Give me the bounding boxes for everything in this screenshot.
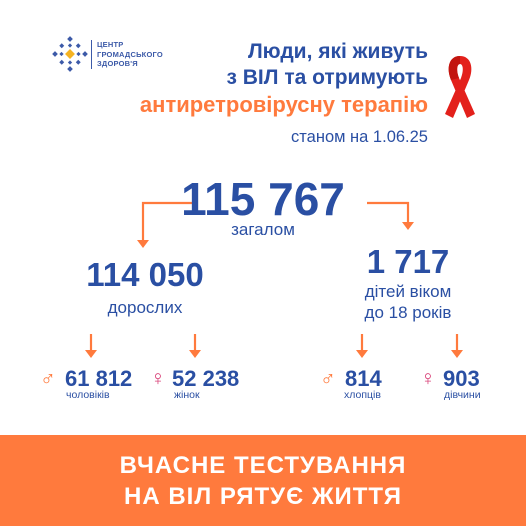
title-line-2: з ВІЛ та отримують — [226, 66, 428, 89]
red-ribbon-icon — [445, 56, 475, 118]
men-value: 61 812 — [65, 366, 133, 391]
logo-line: ЗДОРОВ'Я — [97, 59, 138, 68]
girls-label: дівчини — [444, 389, 481, 401]
female-icon: ♀ — [150, 367, 166, 390]
adults-label: дорослих — [107, 298, 183, 317]
boys-label: хлопців — [344, 389, 381, 401]
logo — [52, 36, 88, 72]
banner-line-1: ВЧАСНЕ ТЕСТУВАННЯ — [119, 452, 407, 479]
logo-line: ГРОМАДСЬКОГО — [97, 49, 163, 59]
men-label: чоловіків — [66, 389, 110, 401]
women-label: жінок — [174, 389, 200, 401]
children-value: 1 717 — [366, 243, 450, 280]
logo-line: ЦЕНТР — [97, 40, 124, 49]
adults-value: 114 050 — [86, 256, 204, 293]
total-label: загалом — [231, 220, 295, 239]
boys-value: 814 — [345, 366, 382, 391]
male-icon: ♂ — [320, 367, 336, 390]
logo-emblem-icon — [52, 36, 88, 72]
female-icon: ♀ — [420, 367, 436, 390]
arrow-to-children — [367, 201, 410, 222]
children-label-line-2: до 18 років — [364, 303, 452, 322]
girls-value: 903 — [443, 366, 480, 391]
logo-divider — [91, 40, 92, 69]
children-label-line-1: дітей віком — [364, 282, 452, 301]
male-icon: ♂ — [40, 367, 56, 390]
title-line-1: Люди, які живуть — [247, 40, 428, 63]
bottom-banner — [0, 435, 526, 526]
awareness-ribbon — [437, 52, 483, 124]
title-line-3: антиретровірусну терапію — [139, 92, 428, 117]
title-date: станом на 1.06.25 — [291, 128, 428, 146]
banner-line-2: НА ВІЛ РЯТУЄ ЖИТТЯ — [123, 483, 403, 510]
women-value: 52 238 — [172, 366, 240, 391]
logo-text: ЦЕНТР ГРОМАДСЬКОГО ЗДОРОВ'Я — [97, 40, 163, 69]
arrow-to-adults — [141, 201, 193, 240]
total-value: 115 767 — [181, 173, 345, 225]
